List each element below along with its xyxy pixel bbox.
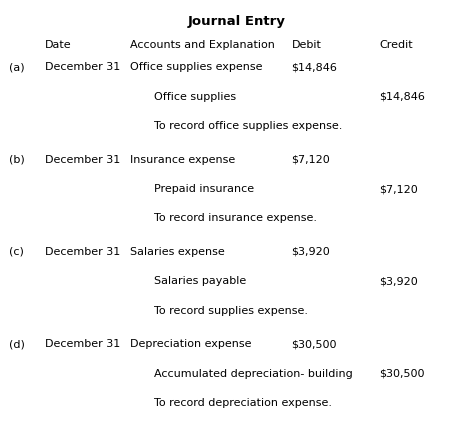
Text: Office supplies: Office supplies bbox=[154, 92, 236, 101]
Text: December 31: December 31 bbox=[45, 62, 120, 72]
Text: (c): (c) bbox=[9, 246, 24, 256]
Text: December 31: December 31 bbox=[45, 338, 120, 348]
Text: (a): (a) bbox=[9, 62, 25, 72]
Text: $7,120: $7,120 bbox=[292, 154, 330, 164]
Text: Insurance expense: Insurance expense bbox=[130, 154, 236, 164]
Text: Depreciation expense: Depreciation expense bbox=[130, 338, 252, 348]
Text: $3,920: $3,920 bbox=[292, 246, 330, 256]
Text: Date: Date bbox=[45, 40, 72, 50]
Text: Accounts and Explanation: Accounts and Explanation bbox=[130, 40, 275, 50]
Text: Salaries expense: Salaries expense bbox=[130, 246, 225, 256]
Text: $14,846: $14,846 bbox=[379, 92, 425, 101]
Text: (d): (d) bbox=[9, 338, 25, 348]
Text: $14,846: $14,846 bbox=[292, 62, 337, 72]
Text: Debit: Debit bbox=[292, 40, 321, 50]
Text: To record depreciation expense.: To record depreciation expense. bbox=[154, 397, 332, 407]
Text: December 31: December 31 bbox=[45, 154, 120, 164]
Text: Prepaid insurance: Prepaid insurance bbox=[154, 184, 254, 194]
Text: $3,920: $3,920 bbox=[379, 276, 418, 286]
Text: To record supplies expense.: To record supplies expense. bbox=[154, 305, 308, 315]
Text: December 31: December 31 bbox=[45, 246, 120, 256]
Text: Journal Entry: Journal Entry bbox=[188, 15, 286, 28]
Text: Accumulated depreciation- building: Accumulated depreciation- building bbox=[154, 368, 353, 378]
Text: To record office supplies expense.: To record office supplies expense. bbox=[154, 121, 342, 131]
Text: $30,500: $30,500 bbox=[292, 338, 337, 348]
Text: $7,120: $7,120 bbox=[379, 184, 418, 194]
Text: $30,500: $30,500 bbox=[379, 368, 425, 378]
Text: To record insurance expense.: To record insurance expense. bbox=[154, 213, 317, 223]
Text: Salaries payable: Salaries payable bbox=[154, 276, 246, 286]
Text: Office supplies expense: Office supplies expense bbox=[130, 62, 263, 72]
Text: (b): (b) bbox=[9, 154, 25, 164]
Text: Credit: Credit bbox=[379, 40, 413, 50]
